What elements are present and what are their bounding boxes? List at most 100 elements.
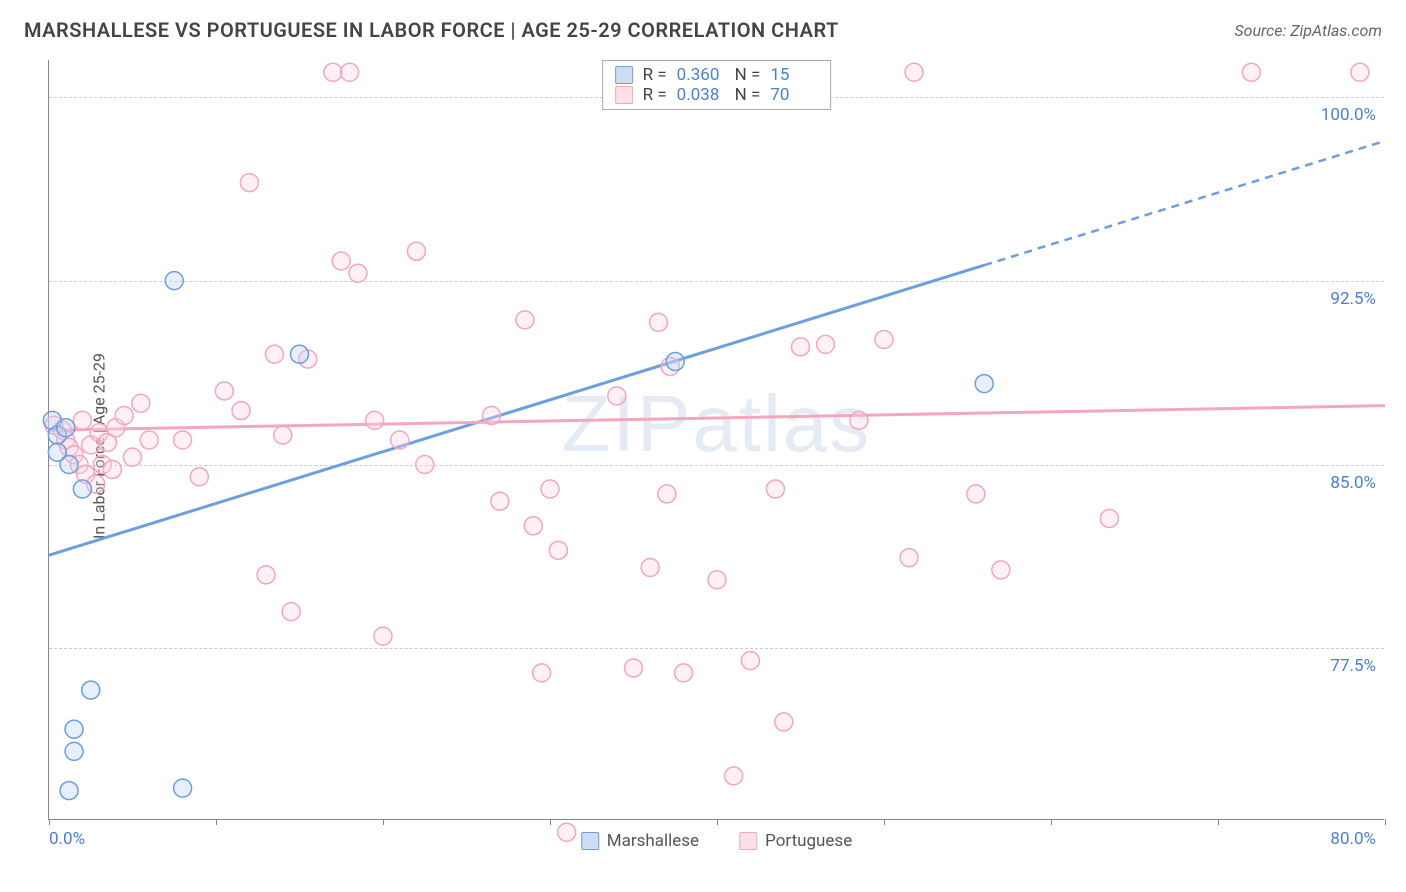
legend-r-label: R = bbox=[643, 65, 667, 85]
x-tick bbox=[884, 819, 885, 825]
legend-r-value: 0.360 bbox=[677, 65, 725, 85]
x-axis-min-label: 0.0% bbox=[49, 829, 85, 849]
data-point bbox=[666, 353, 684, 371]
data-point bbox=[82, 681, 100, 699]
x-tick bbox=[216, 819, 217, 825]
legend-item-portuguese: Portuguese bbox=[739, 831, 852, 851]
data-point bbox=[675, 664, 693, 682]
data-point bbox=[324, 63, 342, 81]
data-point bbox=[291, 345, 309, 363]
data-point bbox=[124, 448, 142, 466]
legend-swatch-blue bbox=[581, 832, 599, 850]
data-point bbox=[60, 782, 78, 800]
data-point bbox=[240, 174, 258, 192]
data-point bbox=[132, 394, 150, 412]
legend-label: Marshallese bbox=[607, 831, 699, 851]
data-point bbox=[174, 431, 192, 449]
data-point bbox=[341, 63, 359, 81]
legend-swatch-pink bbox=[615, 86, 633, 104]
data-point bbox=[416, 456, 434, 474]
data-point bbox=[650, 313, 668, 331]
legend-r-label: R = bbox=[643, 85, 667, 105]
data-point bbox=[57, 419, 75, 437]
legend-n-value: 15 bbox=[770, 65, 818, 85]
legend-r-value: 0.038 bbox=[677, 85, 725, 105]
data-point bbox=[516, 311, 534, 329]
x-tick bbox=[550, 819, 551, 825]
x-tick bbox=[383, 819, 384, 825]
data-point bbox=[658, 485, 676, 503]
data-point bbox=[975, 375, 993, 393]
legend-swatch-pink bbox=[739, 832, 757, 850]
correlation-legend: R = 0.360 N = 15 R = 0.038 N = 70 bbox=[602, 60, 832, 110]
data-point bbox=[115, 406, 133, 424]
data-point bbox=[491, 492, 509, 510]
data-point bbox=[741, 652, 759, 670]
data-point bbox=[65, 742, 83, 760]
scatter-plot bbox=[49, 60, 1384, 819]
legend-row-portuguese: R = 0.038 N = 70 bbox=[615, 85, 819, 105]
legend-row-marshallese: R = 0.360 N = 15 bbox=[615, 65, 819, 85]
data-point bbox=[483, 406, 501, 424]
data-point bbox=[60, 456, 78, 474]
data-point bbox=[725, 767, 743, 785]
data-point bbox=[407, 242, 425, 260]
legend-swatch-blue bbox=[615, 66, 633, 84]
source-attribution: Source: ZipAtlas.com bbox=[1234, 21, 1382, 40]
data-point bbox=[366, 411, 384, 429]
data-point bbox=[174, 779, 192, 797]
x-axis-max-label: 80.0% bbox=[1330, 829, 1376, 849]
data-point bbox=[533, 664, 551, 682]
y-tick-label: 85.0% bbox=[1330, 473, 1376, 493]
data-point bbox=[274, 426, 292, 444]
chart-title: MARSHALLESE VS PORTUGUESE IN LABOR FORCE… bbox=[24, 18, 839, 42]
legend-item-marshallese: Marshallese bbox=[581, 831, 699, 851]
data-point bbox=[641, 558, 659, 576]
data-point bbox=[766, 480, 784, 498]
y-tick-label: 92.5% bbox=[1330, 289, 1376, 309]
data-point bbox=[967, 485, 985, 503]
legend-n-label: N = bbox=[735, 65, 761, 85]
data-point bbox=[190, 468, 208, 486]
data-point bbox=[1242, 63, 1260, 81]
data-point bbox=[625, 659, 643, 677]
series-legend: Marshallese Portuguese bbox=[581, 831, 852, 851]
data-point bbox=[65, 720, 83, 738]
data-point bbox=[332, 252, 350, 270]
x-tick bbox=[1218, 819, 1219, 825]
x-tick bbox=[1051, 819, 1052, 825]
data-point bbox=[265, 345, 283, 363]
data-point bbox=[608, 387, 626, 405]
legend-label: Portuguese bbox=[765, 831, 852, 851]
data-point bbox=[775, 713, 793, 731]
data-point bbox=[875, 330, 893, 348]
data-point bbox=[558, 823, 576, 841]
plot-area: ZIPatlas R = 0.360 N = 15 R = 0.038 N = … bbox=[48, 60, 1384, 820]
data-point bbox=[1351, 63, 1369, 81]
data-point bbox=[374, 627, 392, 645]
x-tick bbox=[1385, 819, 1386, 825]
data-point bbox=[992, 561, 1010, 579]
data-point bbox=[817, 335, 835, 353]
data-point bbox=[282, 603, 300, 621]
data-point bbox=[232, 402, 250, 420]
legend-n-label: N = bbox=[735, 85, 761, 105]
data-point bbox=[1100, 509, 1118, 527]
trend-line-extrapolated bbox=[984, 141, 1385, 265]
data-point bbox=[73, 411, 91, 429]
y-tick-label: 77.5% bbox=[1330, 656, 1376, 676]
data-point bbox=[541, 480, 559, 498]
data-point bbox=[708, 571, 726, 589]
data-point bbox=[103, 460, 121, 478]
data-point bbox=[165, 272, 183, 290]
data-point bbox=[140, 431, 158, 449]
data-point bbox=[850, 411, 868, 429]
data-point bbox=[792, 338, 810, 356]
data-point bbox=[215, 382, 233, 400]
x-tick bbox=[49, 819, 50, 825]
data-point bbox=[900, 549, 918, 567]
trend-line bbox=[49, 265, 984, 555]
data-point bbox=[524, 517, 542, 535]
data-point bbox=[391, 431, 409, 449]
data-point bbox=[349, 264, 367, 282]
